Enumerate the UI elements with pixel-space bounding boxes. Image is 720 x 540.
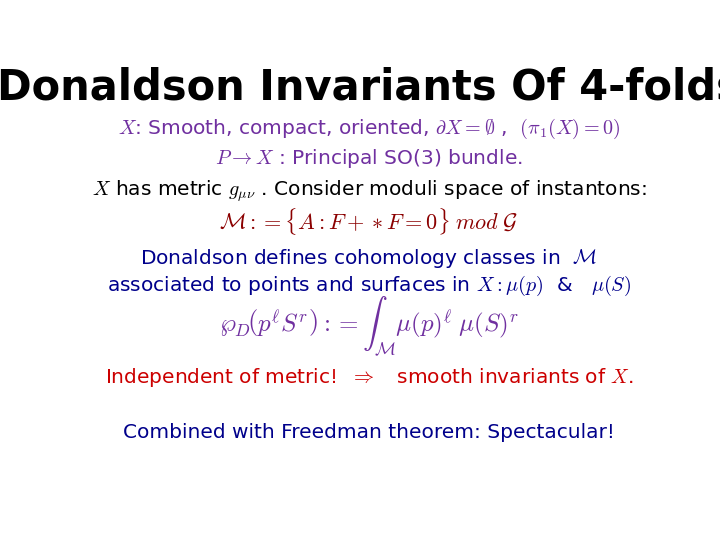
Text: associated to points and surfaces in $X : \mu(p)$  &   $\mu(S)$: associated to points and surfaces in $X … xyxy=(107,274,631,298)
Text: $\mathcal{M} := \{ A: F +* F = 0\} \; mod \; \mathcal{G}$: $\mathcal{M} := \{ A: F +* F = 0\} \; mo… xyxy=(220,206,518,238)
Text: Donaldson Invariants Of 4-folds: Donaldson Invariants Of 4-folds xyxy=(0,66,720,109)
Text: $X$ has metric $g_{\mu\nu}$ . Consider moduli space of instantons:: $X$ has metric $g_{\mu\nu}$ . Consider m… xyxy=(91,179,647,205)
Text: $X$: Smooth, compact, oriented, $\partial X = \emptyset$ ,  $(\pi_1(X) = 0)$: $X$: Smooth, compact, oriented, $\partia… xyxy=(118,117,620,141)
Text: Donaldson defines cohomology classes in  $\mathcal{M}$: Donaldson defines cohomology classes in … xyxy=(140,247,598,269)
Text: $\wp_D\!\left(p^\ell S^r\right) := \int_{\mathcal{M}} \mu(p)^\ell \; \mu(S)^r$: $\wp_D\!\left(p^\ell S^r\right) := \int_… xyxy=(219,295,519,359)
Text: $P \rightarrow X$ : Principal SO(3) bundle.: $P \rightarrow X$ : Principal SO(3) bund… xyxy=(215,147,523,170)
Text: Combined with Freedman theorem: Spectacular!: Combined with Freedman theorem: Spectacu… xyxy=(123,423,615,442)
Text: Independent of metric!  $\Rightarrow$   smooth invariants of $X$.: Independent of metric! $\Rightarrow$ smo… xyxy=(104,366,634,389)
